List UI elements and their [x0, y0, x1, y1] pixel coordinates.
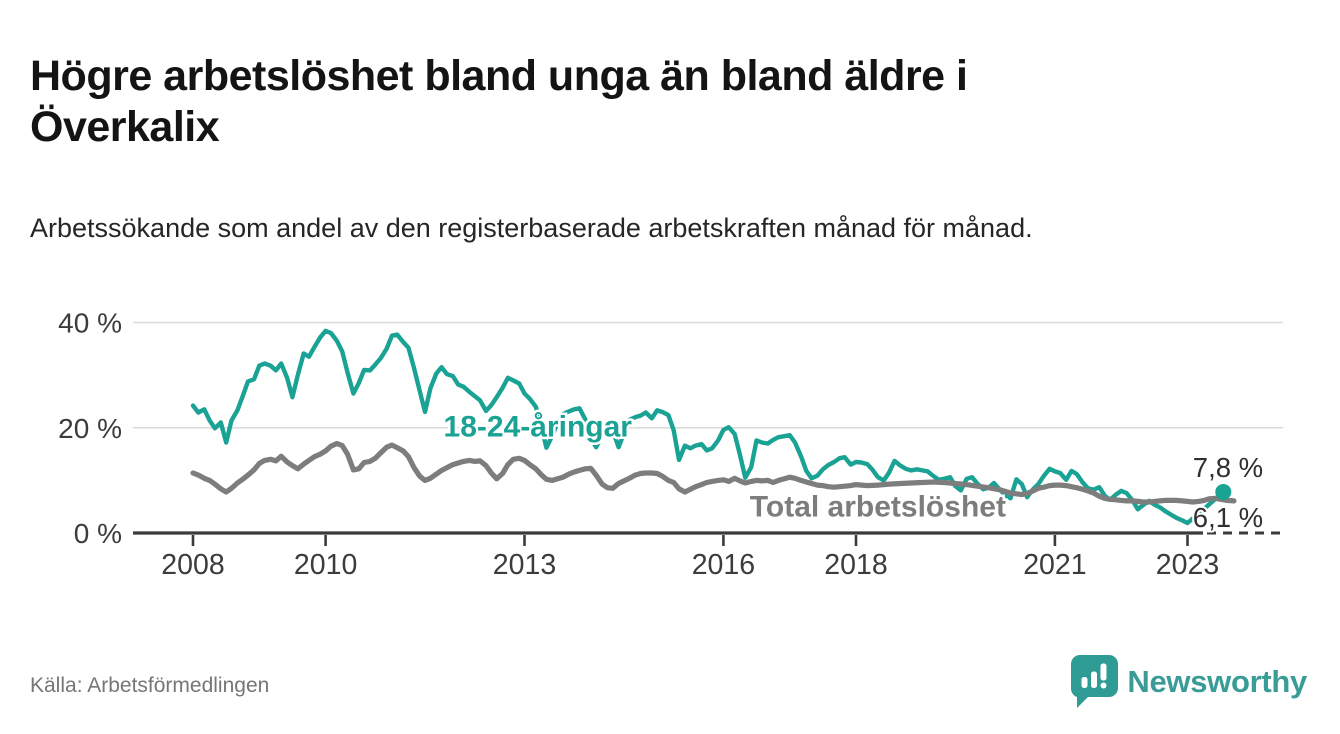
- end-dot-18-24: [1215, 483, 1232, 500]
- x-tick-label: 2008: [161, 549, 224, 581]
- logo-exclamation-bar: [1100, 663, 1107, 681]
- logo-bar-small: [1081, 677, 1088, 688]
- x-tick-label: 2010: [294, 549, 357, 581]
- chart-subtitle: Arbetssökande som andel av den registerb…: [30, 213, 1033, 243]
- series-line-total: [190, 440, 1237, 505]
- series-label-total: Total arbetslöshet: [750, 491, 1006, 524]
- logo-bar-medium: [1091, 671, 1098, 688]
- x-tick-label: 2021: [1023, 549, 1086, 581]
- x-tick-label: 2018: [824, 549, 887, 581]
- series-label-18-24: 18-24-åringar: [444, 411, 633, 444]
- logo-exclamation-dot: [1100, 682, 1107, 689]
- brand-name: Newsworthy: [1127, 663, 1307, 699]
- page-title: Högre arbetslöshet bland unga än bland ä…: [30, 51, 968, 152]
- y-tick-label: 40 %: [58, 308, 122, 339]
- newsworthy-logo: Newsworthy: [1071, 655, 1307, 708]
- source-attribution: Källa: Arbetsförmedlingen: [30, 674, 270, 697]
- x-tick-label: 2016: [692, 549, 755, 581]
- x-tick-label: 2013: [493, 549, 556, 581]
- x-tick-label: 2023: [1156, 549, 1219, 581]
- y-tick-label: 20 %: [58, 413, 122, 444]
- bar-chart-speech-bubble-icon: [1071, 655, 1119, 708]
- end-value-label-18-24: 7,8 %: [1193, 452, 1263, 483]
- end-value-label-total: 6,1 %: [1193, 502, 1263, 533]
- y-tick-label: 0 %: [74, 518, 122, 549]
